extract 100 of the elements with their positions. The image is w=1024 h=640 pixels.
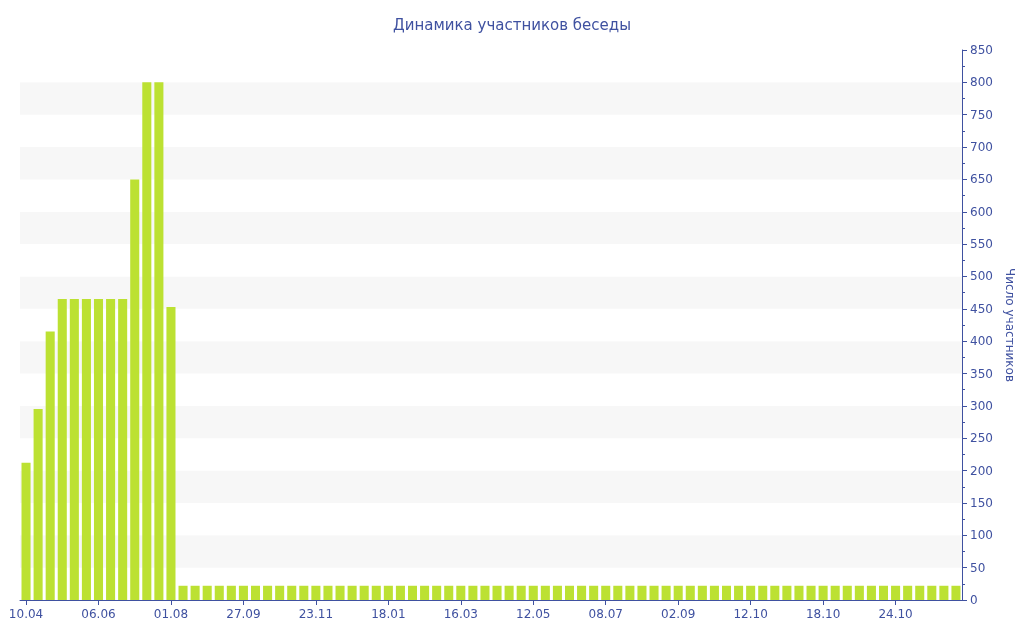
bar	[33, 409, 43, 600]
bar	[93, 299, 104, 600]
bar	[637, 585, 647, 600]
bar	[721, 585, 732, 600]
bar	[287, 585, 297, 600]
bar	[709, 585, 719, 600]
bar	[407, 585, 418, 600]
y-tick-label: 550	[970, 237, 993, 252]
bar	[818, 585, 828, 600]
bar	[577, 585, 587, 600]
bar	[21, 462, 31, 600]
x-tick-label: 23.11	[298, 607, 334, 621]
y-tick-label: 200	[970, 463, 993, 478]
bar	[734, 585, 744, 600]
bar	[311, 585, 321, 600]
bar	[81, 299, 91, 600]
bar	[625, 585, 635, 600]
x-tick-label: 16.03	[443, 607, 478, 621]
bar	[649, 585, 659, 600]
bar	[685, 585, 695, 600]
bar	[456, 585, 466, 600]
bar	[166, 306, 176, 600]
x-tick-label: 01.08	[153, 607, 189, 621]
y-tick-label: 600	[970, 204, 993, 219]
bar	[468, 585, 478, 600]
bar	[806, 585, 816, 600]
bar	[106, 299, 116, 600]
bar	[395, 585, 405, 600]
bar	[939, 585, 949, 600]
y-tick-label: 400	[970, 334, 993, 349]
x-tick-label: 08.07	[588, 607, 623, 621]
bar	[758, 585, 768, 600]
bar	[492, 585, 502, 600]
x-tick-label: 10.04	[8, 607, 44, 621]
bar	[866, 585, 876, 600]
bar	[432, 585, 442, 600]
y-tick-label: 350	[970, 366, 993, 381]
bar	[45, 331, 55, 600]
bar	[891, 585, 901, 600]
bar	[444, 585, 454, 600]
bar	[878, 585, 889, 600]
bar	[178, 585, 188, 600]
bar	[202, 585, 212, 600]
bar	[238, 585, 248, 600]
bar	[540, 585, 550, 600]
bar	[250, 585, 261, 600]
y-tick-label: 750	[970, 107, 993, 122]
bar	[903, 585, 913, 600]
bar	[842, 585, 852, 600]
bar	[69, 299, 79, 600]
bar	[118, 299, 128, 600]
bar	[323, 585, 333, 600]
bar	[226, 585, 236, 600]
bar	[299, 585, 309, 600]
bar	[854, 585, 864, 600]
bar	[589, 585, 599, 600]
chart-title: Динамика участников беседы	[392, 15, 632, 34]
bar	[552, 585, 562, 600]
bar	[347, 585, 357, 600]
bar	[335, 585, 345, 600]
bar	[697, 585, 707, 600]
bar	[480, 585, 490, 600]
bar	[190, 585, 200, 600]
bar	[275, 585, 285, 600]
bar	[383, 585, 393, 600]
y-tick-label: 800	[970, 75, 993, 90]
bar	[927, 585, 937, 600]
y-tick-label: 300	[970, 398, 993, 413]
bar	[782, 585, 792, 600]
bar	[214, 585, 224, 600]
bar	[746, 585, 756, 600]
bar	[673, 585, 683, 600]
bar	[504, 585, 514, 600]
bar	[661, 585, 671, 600]
y-tick-label: 850	[970, 43, 993, 57]
bar	[371, 585, 381, 600]
x-tick-label: 24.10	[878, 607, 913, 621]
bar	[564, 585, 575, 600]
y-tick-label: 650	[970, 172, 993, 187]
bar	[516, 585, 526, 600]
y-tick-label: 450	[970, 301, 993, 316]
bar	[770, 585, 780, 600]
y-tick-label: 150	[970, 495, 993, 510]
x-tick-label: 12.05	[516, 607, 551, 621]
y-tick-label: 700	[970, 140, 993, 155]
x-tick-label: 18.10	[805, 607, 841, 621]
y-tick-label: 500	[970, 269, 993, 284]
bar	[263, 585, 273, 600]
bar	[154, 82, 164, 600]
y-axis-title: Число участников	[1003, 268, 1017, 382]
bar	[794, 585, 804, 600]
bar	[528, 585, 538, 600]
bar	[359, 585, 369, 600]
bar	[951, 585, 961, 600]
y-tick-label: 100	[970, 528, 993, 543]
bar	[830, 585, 840, 600]
x-tick-label: 27.09	[226, 607, 261, 621]
bar	[130, 179, 140, 600]
bar	[613, 585, 623, 600]
bar	[57, 299, 67, 600]
